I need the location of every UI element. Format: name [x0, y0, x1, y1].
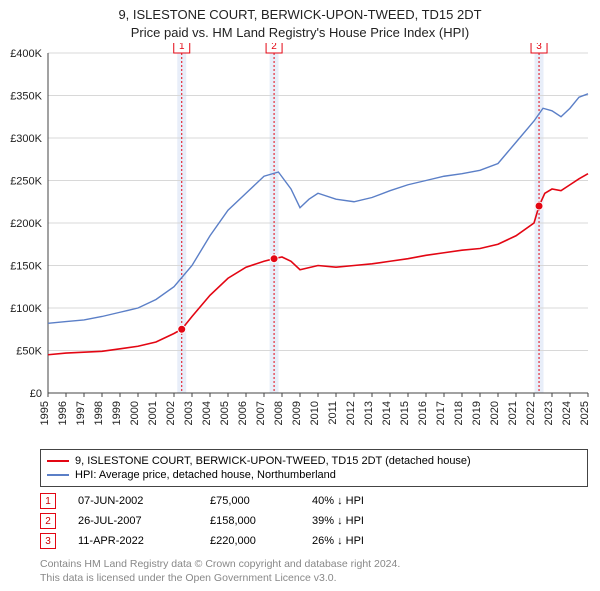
svg-text:2004: 2004 [201, 401, 213, 425]
svg-text:2: 2 [271, 43, 277, 52]
svg-text:2010: 2010 [309, 401, 321, 425]
svg-text:1996: 1996 [57, 401, 69, 425]
svg-text:2003: 2003 [183, 401, 195, 425]
sale-date: 26-JUL-2007 [78, 515, 188, 527]
svg-text:2017: 2017 [435, 401, 447, 425]
svg-text:£300K: £300K [10, 133, 42, 145]
svg-text:2020: 2020 [489, 401, 501, 425]
sale-date: 07-JUN-2002 [78, 495, 188, 507]
legend-row: 9, ISLESTONE COURT, BERWICK-UPON-TWEED, … [47, 454, 581, 468]
legend-label: HPI: Average price, detached house, Nort… [75, 469, 336, 481]
svg-text:1995: 1995 [39, 401, 51, 425]
svg-text:2002: 2002 [165, 401, 177, 425]
svg-text:2007: 2007 [255, 401, 267, 425]
svg-text:1999: 1999 [111, 401, 123, 425]
svg-text:2008: 2008 [273, 401, 285, 425]
sale-row: 1 07-JUN-2002 £75,000 40% ↓ HPI [40, 491, 588, 511]
svg-text:2025: 2025 [579, 401, 591, 425]
page: 9, ISLESTONE COURT, BERWICK-UPON-TWEED, … [0, 0, 600, 585]
svg-text:1998: 1998 [93, 401, 105, 425]
svg-text:2009: 2009 [291, 401, 303, 425]
svg-text:£350K: £350K [10, 91, 42, 103]
sale-price: £220,000 [210, 535, 290, 547]
svg-text:2024: 2024 [561, 401, 573, 425]
sale-badge: 1 [40, 493, 56, 509]
svg-text:2019: 2019 [471, 401, 483, 425]
title-line-2: Price paid vs. HM Land Registry's House … [0, 24, 600, 42]
title-line-1: 9, ISLESTONE COURT, BERWICK-UPON-TWEED, … [0, 6, 600, 24]
svg-text:2016: 2016 [417, 401, 429, 425]
legend-swatch [47, 460, 69, 462]
svg-text:2000: 2000 [129, 401, 141, 425]
svg-text:2012: 2012 [345, 401, 357, 425]
chart-svg: £0 £50K £100K £150K £200K £250K £300K £350K £400… [0, 43, 600, 443]
svg-text:2021: 2021 [507, 401, 519, 425]
svg-text:£200K: £200K [10, 218, 42, 230]
sale-hpi: 40% ↓ HPI [312, 495, 412, 507]
sales-table: 1 07-JUN-2002 £75,000 40% ↓ HPI 2 26-JUL-2007… [40, 491, 588, 551]
legend-row: HPI: Average price, detached house, Nort… [47, 468, 581, 482]
footer: Contains HM Land Registry data © Crown c… [40, 557, 588, 585]
svg-text:3: 3 [536, 43, 542, 52]
svg-text:£0: £0 [30, 388, 42, 400]
svg-text:2005: 2005 [219, 401, 231, 425]
svg-text:2011: 2011 [327, 401, 339, 425]
footer-line-1: Contains HM Land Registry data © Crown c… [40, 557, 588, 571]
sale-row: 3 11-APR-2022 £220,000 26% ↓ HPI [40, 531, 588, 551]
svg-text:1997: 1997 [75, 401, 87, 425]
svg-text:2015: 2015 [399, 401, 411, 425]
svg-text:£400K: £400K [10, 48, 42, 60]
svg-text:1: 1 [179, 43, 185, 52]
legend-swatch [47, 474, 69, 476]
svg-text:2023: 2023 [543, 401, 555, 425]
svg-text:£50K: £50K [16, 346, 42, 358]
svg-text:£150K: £150K [10, 261, 42, 273]
sale-badge: 3 [40, 533, 56, 549]
svg-text:2014: 2014 [381, 401, 393, 425]
svg-text:2018: 2018 [453, 401, 465, 425]
svg-text:2001: 2001 [147, 401, 159, 425]
svg-text:2022: 2022 [525, 401, 537, 425]
footer-line-2: This data is licensed under the Open Gov… [40, 571, 588, 585]
legend: 9, ISLESTONE COURT, BERWICK-UPON-TWEED, … [40, 449, 588, 487]
chart: £0 £50K £100K £150K £200K £250K £300K £350K £400… [0, 43, 600, 443]
svg-text:£100K: £100K [10, 303, 42, 315]
svg-text:£250K: £250K [10, 176, 42, 188]
sale-badge: 2 [40, 513, 56, 529]
sale-hpi: 26% ↓ HPI [312, 535, 412, 547]
sale-date: 11-APR-2022 [78, 535, 188, 547]
sale-price: £75,000 [210, 495, 290, 507]
svg-text:2013: 2013 [363, 401, 375, 425]
title-block: 9, ISLESTONE COURT, BERWICK-UPON-TWEED, … [0, 0, 600, 43]
sale-price: £158,000 [210, 515, 290, 527]
svg-text:2006: 2006 [237, 401, 249, 425]
sale-hpi: 39% ↓ HPI [312, 515, 412, 527]
legend-label: 9, ISLESTONE COURT, BERWICK-UPON-TWEED, … [75, 455, 471, 467]
sale-row: 2 26-JUL-2007 £158,000 39% ↓ HPI [40, 511, 588, 531]
